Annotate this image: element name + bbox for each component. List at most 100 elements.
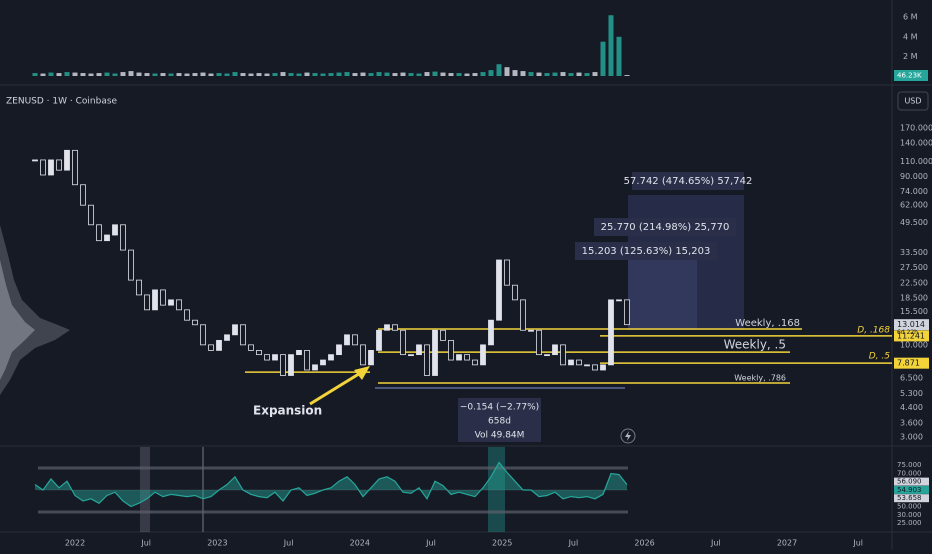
tooltip-line: Vol 49.84M <box>475 431 525 441</box>
rsi-tag <box>894 494 929 503</box>
candle <box>168 299 174 306</box>
time-label: Jul <box>425 539 436 548</box>
volume-bar <box>480 72 486 76</box>
candle <box>448 339 454 361</box>
candle <box>224 334 230 341</box>
volume-bar <box>136 72 142 76</box>
candle <box>352 334 358 346</box>
volume-bar <box>544 73 550 76</box>
volume-bar <box>472 73 478 76</box>
volume-bar <box>248 73 254 76</box>
volume-bar <box>432 71 438 76</box>
currency-label[interactable]: USD <box>904 97 921 106</box>
price-tick-label: 110.000 <box>900 157 932 166</box>
rsi-tick-label: 25.000 <box>897 519 922 527</box>
rsi-tag <box>894 485 929 494</box>
volume-bar <box>448 73 454 76</box>
candle <box>160 289 166 306</box>
volume-bar <box>32 73 38 76</box>
tooltip-line: 658d <box>488 417 511 427</box>
volume-bar <box>424 72 430 76</box>
candle <box>136 279 142 296</box>
candle <box>576 359 582 366</box>
volume-bar <box>600 41 606 76</box>
rsi-line <box>34 461 628 508</box>
candle <box>264 354 270 361</box>
candle <box>104 234 110 242</box>
candle <box>200 324 206 346</box>
candle <box>72 149 78 186</box>
tooltip-line: −0.154 (−2.77%) <box>460 403 539 413</box>
volume-bar <box>40 73 46 76</box>
price-tick-label: 6.500 <box>900 373 923 382</box>
candle <box>184 309 190 321</box>
candle <box>112 224 118 236</box>
volume-bar <box>504 67 510 76</box>
arrow <box>309 370 363 406</box>
volume-bar <box>224 73 230 76</box>
volume-bar <box>488 70 494 76</box>
candle <box>320 359 326 366</box>
volume-bar <box>536 72 542 76</box>
price-tick-label: 74.000 <box>900 187 928 196</box>
candle <box>560 344 566 366</box>
currency-button[interactable] <box>897 91 929 111</box>
candle <box>528 329 534 332</box>
price-tick-label: 4.400 <box>900 403 923 412</box>
candle <box>432 329 438 376</box>
volume-bar <box>64 72 70 76</box>
time-label: 2022 <box>65 539 85 548</box>
replay-icon[interactable] <box>625 431 631 441</box>
fib-level-label: D, .5 <box>869 352 891 362</box>
volume-tick-label: 4 M <box>903 32 918 41</box>
volume-bar <box>160 73 166 76</box>
measure-label: 25.770 (214.98%) 25,770 <box>601 222 730 233</box>
candle <box>280 354 286 376</box>
candle <box>616 299 622 302</box>
price-tag-label: 11.241 <box>897 331 925 340</box>
highlight-band <box>140 447 150 532</box>
volume-tag-label: 46.23K <box>897 72 922 80</box>
fib-level-label: Weekly, .786 <box>734 374 786 383</box>
rsi-tick-label: 56.090 <box>897 478 922 486</box>
volume-bar <box>72 72 78 76</box>
volume-bar <box>624 75 630 76</box>
volume-bar <box>408 73 414 76</box>
time-label: Jul <box>710 539 721 548</box>
candle <box>80 184 86 206</box>
volume-tag <box>894 70 928 81</box>
volume-bar <box>192 73 198 76</box>
price-tick-label: 140.000 <box>900 138 932 147</box>
volume-bar <box>376 72 382 76</box>
candle <box>272 354 278 361</box>
candle <box>592 364 598 371</box>
replay-button[interactable] <box>620 428 636 444</box>
volume-bar <box>528 72 534 76</box>
candle <box>368 350 374 366</box>
candle <box>544 354 550 357</box>
volume-bar <box>56 73 62 76</box>
volume-bar <box>264 73 270 76</box>
fib-level-label: Weekly, .168 <box>735 318 800 329</box>
candle <box>472 359 478 366</box>
volume-bar <box>608 15 614 77</box>
time-label: 2027 <box>777 539 797 548</box>
candle <box>408 354 414 357</box>
price-tag <box>894 319 929 331</box>
volume-bar <box>256 73 262 76</box>
volume-bar <box>464 73 470 76</box>
candle <box>456 354 462 361</box>
volume-bar <box>104 72 110 76</box>
candle <box>216 339 222 351</box>
volume-bar <box>304 72 310 76</box>
volume-bar <box>552 72 558 76</box>
volume-bar <box>112 73 118 76</box>
volume-bar <box>496 64 502 76</box>
candle <box>144 294 150 311</box>
candle <box>152 289 158 311</box>
volume-bar <box>208 73 214 76</box>
price-tick-label: 5.300 <box>900 389 923 398</box>
candle <box>40 159 46 176</box>
